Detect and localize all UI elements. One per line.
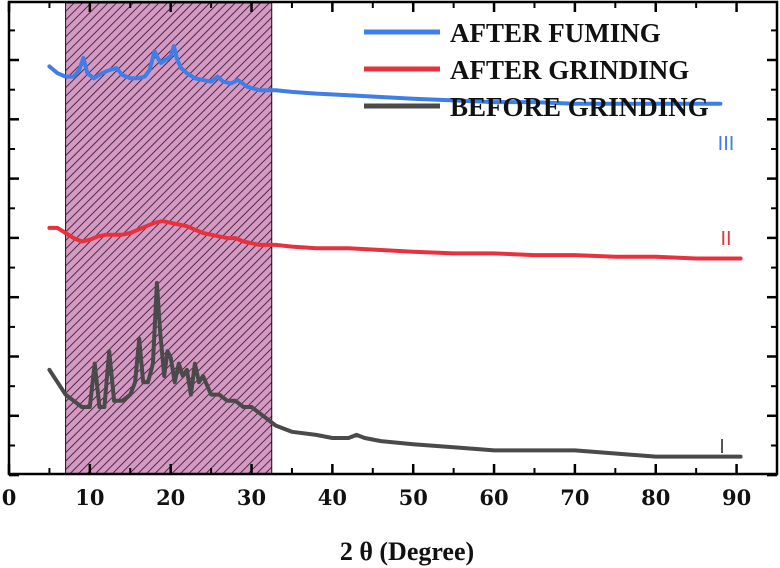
series-line-after-fuming [47, 44, 723, 106]
curve-label: II [720, 228, 731, 250]
x-axis-title: 2 θ (Degree) [340, 537, 474, 566]
legend-label: AFTER FUMING [450, 18, 661, 48]
x-tick-labels: 0 10 20 30 40 50 60 70 80 90 [2, 485, 752, 510]
x-tick-label: 60 [479, 485, 508, 510]
legend: AFTER FUMING AFTER GRINDING BEFORE GRINDIN… [364, 18, 709, 122]
x-tick-label: 0 [2, 485, 17, 510]
series-lines [47, 44, 743, 459]
curve-label: III [718, 133, 735, 155]
series-line-before-grinding [47, 281, 743, 459]
x-tick-label: 80 [641, 485, 670, 510]
axis-ticks [7, 2, 777, 477]
x-tick-label: 30 [237, 485, 266, 510]
series-line-after-grinding [47, 219, 743, 261]
x-tick-label: 20 [156, 485, 185, 510]
x-tick-label: 90 [722, 485, 751, 510]
x-tick-label: 40 [318, 485, 347, 510]
x-tick-label: 70 [560, 485, 589, 510]
legend-label: AFTER GRINDING [450, 55, 689, 85]
x-tick-label: 50 [399, 485, 428, 510]
x-tick-label: 10 [75, 485, 104, 510]
legend-label: BEFORE GRINDING [450, 92, 709, 122]
curve-label: I [719, 436, 725, 458]
